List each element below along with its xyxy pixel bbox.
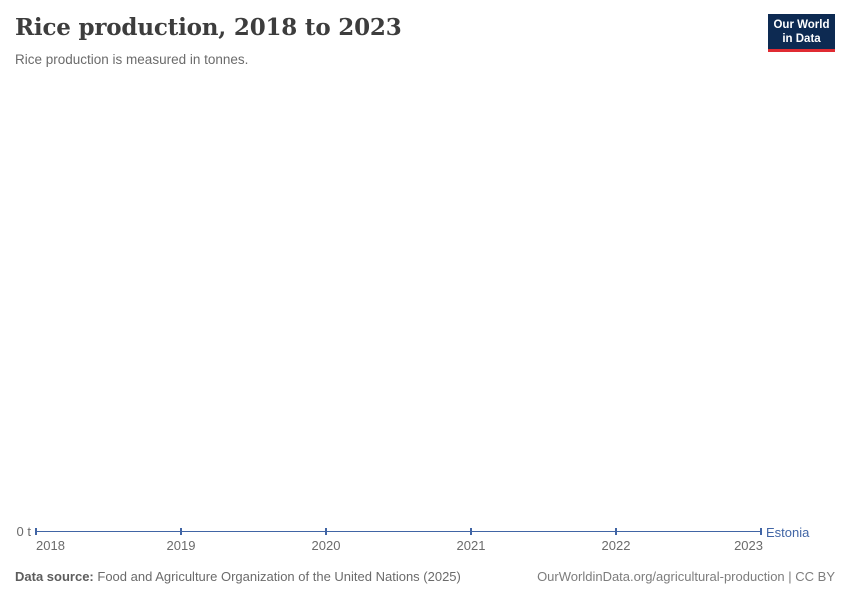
x-axis-tick	[470, 528, 472, 535]
x-axis-tick	[615, 528, 617, 535]
owid-logo[interactable]: Our World in Data	[768, 14, 835, 52]
x-axis-tick	[35, 528, 37, 535]
data-source-note: Data source: Food and Agriculture Organi…	[15, 569, 461, 584]
data-source-label: Data source:	[15, 569, 94, 584]
x-axis-tick-label: 2021	[456, 538, 486, 553]
x-axis-tick-label: 2023	[734, 538, 763, 553]
chart-subtitle: Rice production is measured in tonnes.	[15, 52, 249, 67]
x-axis-tick	[325, 528, 327, 535]
x-axis-tick	[180, 528, 182, 535]
data-source-text: Food and Agriculture Organization of the…	[97, 569, 461, 584]
x-axis-tick-label: 2018	[36, 538, 65, 553]
line-series-estonia	[36, 530, 761, 532]
chart-footer: Data source: Food and Agriculture Organi…	[15, 569, 835, 584]
chart-header: Rice production, 2018 to 2023 Rice produ…	[0, 0, 850, 68]
x-axis-tick-label: 2020	[311, 538, 341, 553]
owid-logo-line1: Our World	[773, 18, 830, 31]
owid-credit-link[interactable]: OurWorldinData.org/agricultural-producti…	[537, 569, 835, 584]
chart-title: Rice production, 2018 to 2023	[15, 14, 402, 41]
series-label-estonia: Estonia	[766, 525, 810, 540]
y-axis-tick-label: 0 t	[16, 524, 31, 539]
x-axis-tick	[760, 528, 762, 535]
owid-logo-line2: in Data	[782, 32, 821, 45]
x-axis-tick-label: 2019	[166, 538, 196, 553]
x-axis-tick-label: 2022	[601, 538, 631, 553]
